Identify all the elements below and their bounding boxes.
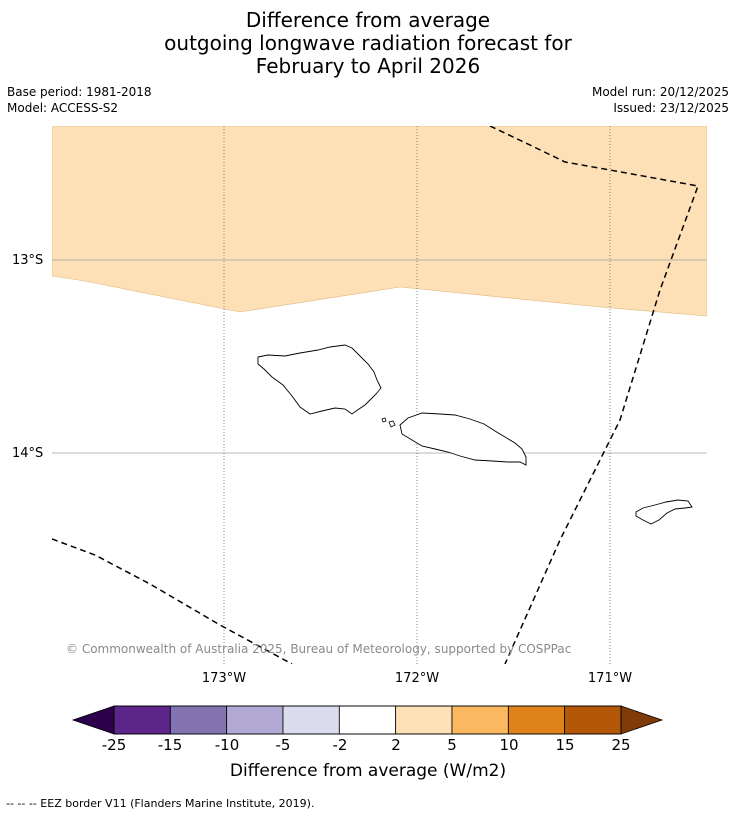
lon-label-171w: 171°W <box>587 671 633 686</box>
colorbar-tick: -2 <box>332 736 348 754</box>
colorbar-tick: 15 <box>555 736 575 754</box>
eez-border-north <box>489 126 700 664</box>
island-upolu <box>399 412 527 466</box>
model-run: Model run: 20/12/2025 <box>591 85 729 99</box>
colorbar-over-arrow <box>620 705 664 735</box>
issued-date: Issued: 23/12/2025 <box>613 101 729 115</box>
colorbar-tick: 25 <box>611 736 631 754</box>
island-tutuila <box>635 499 693 525</box>
colorbar-under-arrow <box>71 705 115 735</box>
colorbar-segment--2-to-2 <box>338 705 397 735</box>
colorbar-segment--10-to--5 <box>226 705 284 735</box>
colorbar-tick: -15 <box>157 736 183 754</box>
colorbar-tick: 5 <box>447 736 457 754</box>
lon-label-172w: 172°W <box>394 671 440 686</box>
island-savaii <box>257 344 382 415</box>
colorbar-segment--15-to--10 <box>169 705 228 735</box>
colorbar-segment-15-to-25 <box>564 705 622 735</box>
colorbar-segment-5-to-10 <box>451 705 509 735</box>
map-area <box>52 126 707 664</box>
title-line-1: Difference from average <box>245 8 491 32</box>
title-line-2: outgoing longwave radiation forecast for <box>164 31 572 55</box>
colorbar-segment--5-to--2 <box>282 705 340 735</box>
model-name: Model: ACCESS-S2 <box>7 101 119 115</box>
eez-legend: -- -- -- EEZ border V11 (Flanders Marine… <box>6 797 315 810</box>
colorbar-tick: -5 <box>275 736 291 754</box>
lat-label-14s: 14°S <box>12 446 44 461</box>
colorbar-tick: -10 <box>214 736 240 754</box>
colorbar-segment-2-to-5 <box>395 705 453 735</box>
colorbar-tick: 10 <box>499 736 519 754</box>
colorbar-tick: 2 <box>391 736 401 754</box>
colorbar <box>71 705 664 735</box>
colorbar-frame <box>113 705 622 735</box>
colorbar-segment-10-to-15 <box>507 705 566 735</box>
title-line-3: February to April 2026 <box>255 54 481 78</box>
lon-label-173w: 173°W <box>201 671 247 686</box>
island-apolima <box>381 417 387 423</box>
island-manono <box>388 420 396 428</box>
colorbar-label: Difference from average (W/m2) <box>229 761 507 781</box>
eez-border-southwest <box>52 538 293 664</box>
lat-label-13s: 13°S <box>12 253 44 268</box>
anomaly-region-2-to-5 <box>52 126 707 317</box>
base-period: Base period: 1981-2018 <box>7 85 152 99</box>
colorbar-segment--25-to--15 <box>113 705 171 735</box>
colorbar-tick: -25 <box>101 736 127 754</box>
copyright-text: © Commonwealth of Australia 2025, Bureau… <box>66 642 572 656</box>
